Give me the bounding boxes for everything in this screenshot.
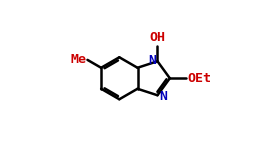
Text: N: N — [148, 54, 156, 67]
Text: Me: Me — [70, 53, 86, 66]
Text: OEt: OEt — [188, 72, 211, 85]
Text: N: N — [159, 90, 167, 103]
Text: OH: OH — [150, 31, 166, 44]
